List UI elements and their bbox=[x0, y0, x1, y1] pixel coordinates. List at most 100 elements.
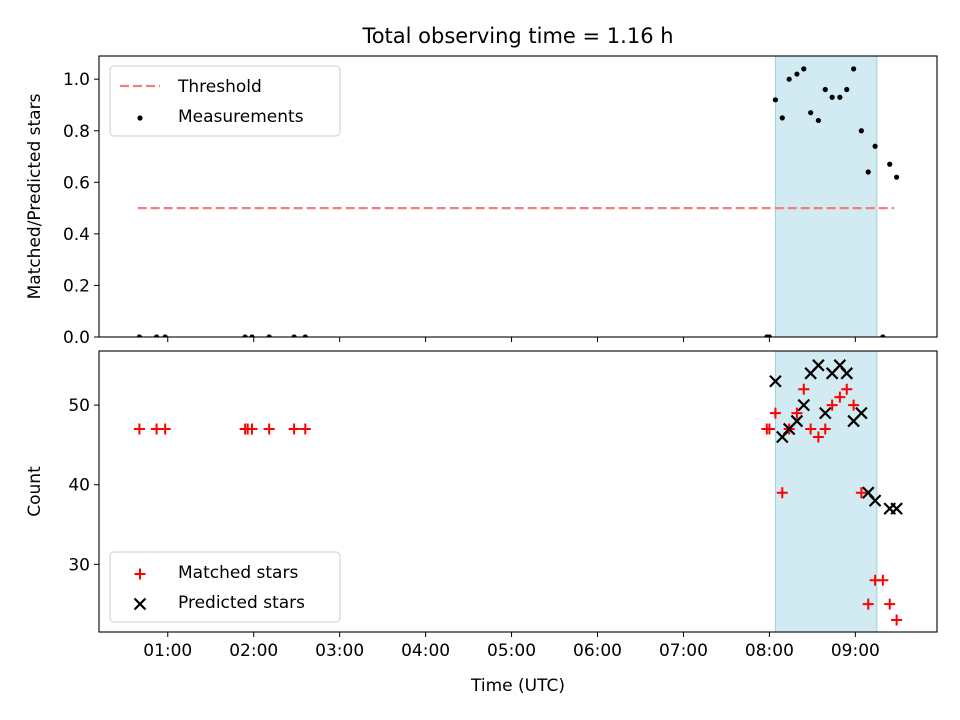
data-point bbox=[779, 115, 785, 121]
legend-box bbox=[109, 65, 341, 137]
data-point bbox=[862, 598, 874, 610]
x-tick-label: 04:00 bbox=[401, 641, 450, 661]
legend-marker bbox=[133, 597, 147, 611]
x-tick-label: 09:00 bbox=[831, 641, 880, 661]
data-point bbox=[763, 423, 775, 435]
data-point bbox=[769, 407, 781, 419]
data-point bbox=[794, 71, 800, 77]
data-point bbox=[826, 399, 838, 411]
data-point bbox=[818, 406, 832, 420]
data-point bbox=[288, 423, 300, 435]
x-tick-label: 02:00 bbox=[229, 641, 278, 661]
data-point bbox=[136, 334, 142, 337]
data-point bbox=[822, 86, 828, 93]
x-tick-label: 03:00 bbox=[315, 641, 364, 661]
data-point bbox=[829, 94, 835, 100]
y-tick-label: 30 bbox=[68, 555, 90, 575]
x-tick-label: 01:00 bbox=[143, 641, 192, 661]
data-point bbox=[801, 66, 807, 72]
legend-box bbox=[109, 551, 341, 623]
data-point bbox=[291, 334, 297, 337]
y-tick-label: 50 bbox=[68, 396, 90, 416]
data-point bbox=[812, 431, 824, 443]
data-point bbox=[848, 399, 860, 411]
data-point bbox=[249, 334, 255, 337]
plot-area bbox=[136, 66, 900, 337]
axes-frame bbox=[98, 350, 938, 633]
legend-marker bbox=[137, 115, 143, 121]
data-point bbox=[791, 407, 803, 419]
data-point bbox=[766, 334, 772, 337]
series-predicted-stars bbox=[769, 359, 903, 515]
data-point bbox=[855, 406, 868, 420]
data-point bbox=[865, 169, 871, 175]
data-point bbox=[805, 423, 817, 435]
data-point bbox=[844, 86, 850, 93]
legend: Matched stars Predicted stars bbox=[109, 551, 341, 623]
observing-window-span bbox=[774, 55, 878, 338]
legend-label: Measurements bbox=[178, 107, 304, 127]
data-point bbox=[858, 128, 864, 134]
y-tick-label: 1.0 bbox=[63, 70, 90, 90]
data-point bbox=[851, 66, 857, 72]
data-point bbox=[299, 423, 311, 435]
data-point bbox=[891, 614, 903, 626]
y-tick-label: 0.6 bbox=[63, 173, 90, 193]
data-point bbox=[815, 117, 821, 124]
legend-label: Threshold bbox=[177, 77, 262, 97]
data-point bbox=[890, 502, 903, 515]
data-point bbox=[159, 423, 171, 435]
top-panel: 0.0 0.2 0.4 0.6 0.8 1.0 Matched/Predicted star… bbox=[25, 55, 938, 348]
chart-title: Total observing time = 1.16 h bbox=[361, 24, 673, 48]
data-point bbox=[877, 574, 889, 586]
data-point bbox=[880, 334, 886, 337]
data-point bbox=[872, 143, 878, 149]
x-axis-label: Time (UTC) bbox=[470, 676, 565, 696]
data-point bbox=[819, 423, 831, 435]
y-tick-label: 40 bbox=[68, 476, 90, 496]
y-axis-label: Count bbox=[25, 466, 45, 517]
legend-label: Predicted stars bbox=[178, 593, 305, 613]
y-tick-label: 0.8 bbox=[63, 122, 90, 142]
data-point bbox=[790, 414, 804, 428]
data-point bbox=[302, 334, 308, 337]
data-point bbox=[812, 359, 825, 372]
data-point bbox=[798, 383, 810, 395]
y-tick-label: 0.0 bbox=[63, 328, 90, 348]
data-point bbox=[772, 97, 779, 103]
data-point bbox=[894, 174, 900, 180]
x-tick-label: 08:00 bbox=[745, 641, 794, 661]
legend-label: Matched stars bbox=[178, 563, 298, 583]
x-tick-label: 05:00 bbox=[487, 641, 536, 661]
y-tick-label: 0.2 bbox=[63, 276, 90, 296]
x-tick-label: 07:00 bbox=[659, 641, 708, 661]
series-measurements bbox=[136, 66, 900, 337]
data-point bbox=[266, 334, 272, 337]
y-tick-label: 0.4 bbox=[63, 225, 90, 245]
data-point bbox=[840, 367, 854, 380]
y-axis-label: Matched/Predicted stars bbox=[25, 93, 45, 299]
bottom-panel: 01:00 02:00 03:00 04:00 05:00 06:00 07:00 08:00… bbox=[25, 350, 938, 661]
data-point bbox=[808, 110, 814, 116]
axes-frame bbox=[98, 55, 938, 338]
series-matched-stars bbox=[133, 383, 903, 626]
data-point bbox=[786, 76, 792, 82]
data-point bbox=[868, 494, 882, 507]
plot-area bbox=[133, 359, 903, 626]
x-tick-label: 06:00 bbox=[573, 641, 622, 661]
data-point bbox=[776, 487, 788, 499]
data-point bbox=[837, 94, 843, 100]
legend-marker bbox=[134, 568, 146, 580]
data-point bbox=[242, 334, 248, 337]
observing-window-span bbox=[774, 350, 878, 633]
data-point bbox=[769, 374, 782, 388]
legend: Threshold Measurements bbox=[109, 65, 341, 137]
data-point bbox=[153, 334, 160, 337]
data-point bbox=[246, 423, 258, 435]
data-point bbox=[855, 487, 867, 499]
data-point bbox=[887, 161, 893, 167]
data-point bbox=[797, 398, 811, 412]
data-point bbox=[841, 383, 853, 395]
data-point bbox=[884, 598, 896, 610]
data-point bbox=[162, 334, 168, 337]
